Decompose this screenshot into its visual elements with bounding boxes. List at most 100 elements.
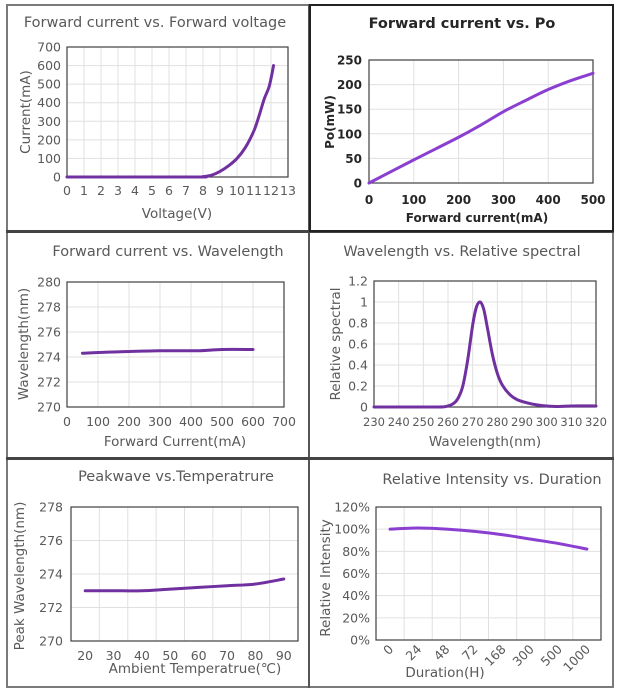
x-tick-label: 400: [536, 193, 561, 207]
x-tick-label: 1000: [560, 641, 593, 674]
y-tick-label: 250: [337, 54, 362, 68]
chart-forward-voltage: Forward current vs. Forward voltage Volt…: [18, 15, 296, 222]
y-tick-label: 0.4: [348, 358, 368, 373]
chart-title: Forward current vs. Po: [369, 16, 556, 32]
plot-area-frame: [368, 59, 594, 184]
x-tick-label: 320: [585, 415, 607, 429]
y-tick-label: 1.2: [348, 274, 368, 289]
chart-relative-intensity-duration: Relative Intensity vs. Duration Duration…: [318, 472, 602, 681]
x-tick-label: 12: [263, 183, 279, 198]
x-tick-label: 20: [77, 648, 93, 663]
x-tick-label: 230: [363, 415, 385, 429]
y-tick-label: 0: [360, 400, 368, 415]
series-line: [388, 526, 589, 551]
x-tick-label: 5: [148, 183, 156, 198]
y-tick-label: 300: [37, 114, 61, 129]
plot-area-frame: [66, 281, 285, 408]
y-tick-label: 700: [37, 40, 61, 55]
y-tick-label: 0%: [350, 633, 370, 648]
series-line: [81, 347, 255, 355]
y-tick-label: 400: [37, 95, 61, 110]
x-tick-label: 10: [229, 183, 245, 198]
x-axis-label: Wavelength(nm): [429, 434, 541, 450]
chart-forward-current-wavelength: Forward current vs. Wavelength Forward C…: [16, 244, 296, 450]
y-tick-label: 120%: [334, 500, 370, 515]
po-cell-border: [309, 4, 614, 232]
x-tick-label: 90: [276, 648, 292, 663]
x-tick-label: 200: [446, 193, 471, 207]
y-tick-label: 0.6: [348, 337, 368, 352]
y-tick-label: 270: [37, 400, 61, 415]
y-tick-label: 60%: [342, 566, 370, 581]
chart-title: Forward current vs. Wavelength: [52, 244, 283, 260]
x-tick-label: 250: [412, 415, 434, 429]
y-tick-label: 270: [39, 634, 63, 649]
x-tick-label: 8: [199, 183, 207, 198]
y-tick-label: 278: [37, 300, 61, 315]
chart-relative-spectral: Wavelength vs. Relative spectral Wavelen…: [328, 244, 607, 450]
x-tick-label: 260: [437, 415, 459, 429]
y-tick-label: 100: [337, 127, 362, 141]
y-axis-label: Peak Wavelength(nm): [12, 502, 28, 651]
y-tick-label: 600: [37, 58, 61, 73]
x-axis-label: Duration(H): [405, 665, 484, 681]
chart-title: Peakwave vs.Temperatrure: [78, 469, 274, 485]
y-tick-label: 280: [37, 275, 61, 290]
y-tick-label: 500: [37, 77, 61, 92]
x-tick-label: 0: [380, 641, 396, 657]
y-axis-label: Relative spectral: [328, 288, 344, 401]
x-tick-label: 280: [486, 415, 508, 429]
x-tick-label: 6: [165, 183, 173, 198]
x-tick-label: 70: [219, 648, 235, 663]
series-line: [372, 300, 598, 409]
y-tick-label: 272: [37, 375, 61, 390]
y-tick-label: 100: [37, 151, 61, 166]
x-tick-label: 30: [106, 648, 122, 663]
y-tick-label: 0: [53, 170, 61, 185]
chart-forward-current-po: Forward current vs. Po Forward current(m…: [323, 16, 606, 225]
x-tick-label: 168: [481, 641, 509, 669]
chart-peakwave-temperature: Peakwave vs.Temperatrure Ambient Tempera…: [12, 469, 299, 677]
y-tick-label: 200: [337, 78, 362, 92]
x-tick-label: 500: [210, 414, 234, 429]
series-line: [65, 64, 276, 179]
x-tick-label: 200: [117, 414, 141, 429]
y-axis-label: Relative Intensity: [318, 519, 334, 637]
y-tick-label: 200: [37, 132, 61, 147]
x-tick-label: 2: [97, 183, 105, 198]
x-tick-label: 600: [241, 414, 265, 429]
y-axis-label: Po(mW): [323, 95, 337, 149]
y-axis-label: Current(mA): [18, 70, 34, 154]
y-tick-label: 100%: [334, 522, 370, 537]
plot-area-frame: [70, 506, 299, 642]
x-tick-label: 9: [216, 183, 224, 198]
x-tick-label: 24: [402, 641, 424, 663]
y-tick-label: 272: [39, 600, 63, 615]
y-tick-label: 50: [345, 152, 362, 166]
y-axis-label: Wavelength(nm): [16, 288, 32, 400]
x-tick-label: 60: [191, 648, 207, 663]
plot-area-frame: [373, 280, 597, 408]
x-tick-label: 300: [148, 414, 172, 429]
x-tick-label: 310: [560, 415, 582, 429]
x-tick-label: 13: [280, 183, 296, 198]
x-tick-label: 7: [182, 183, 190, 198]
x-tick-label: 400: [179, 414, 203, 429]
row-divider-2: [6, 457, 614, 460]
y-tick-label: 20%: [342, 610, 370, 625]
x-tick-label: 80: [247, 648, 263, 663]
x-tick-label: 11: [246, 183, 262, 198]
y-tick-label: 0.2: [348, 379, 368, 394]
series-line: [83, 577, 286, 593]
x-tick-label: 300: [536, 415, 558, 429]
x-tick-label: 500: [580, 193, 605, 207]
x-tick-label: 240: [388, 415, 410, 429]
series-line: [367, 71, 595, 185]
x-tick-label: 48: [431, 641, 453, 663]
y-tick-label: 276: [39, 533, 63, 548]
y-tick-label: 276: [37, 325, 61, 340]
chart-title: Forward current vs. Forward voltage: [24, 15, 286, 31]
x-tick-label: 40: [134, 648, 150, 663]
x-tick-label: 100: [401, 193, 426, 207]
